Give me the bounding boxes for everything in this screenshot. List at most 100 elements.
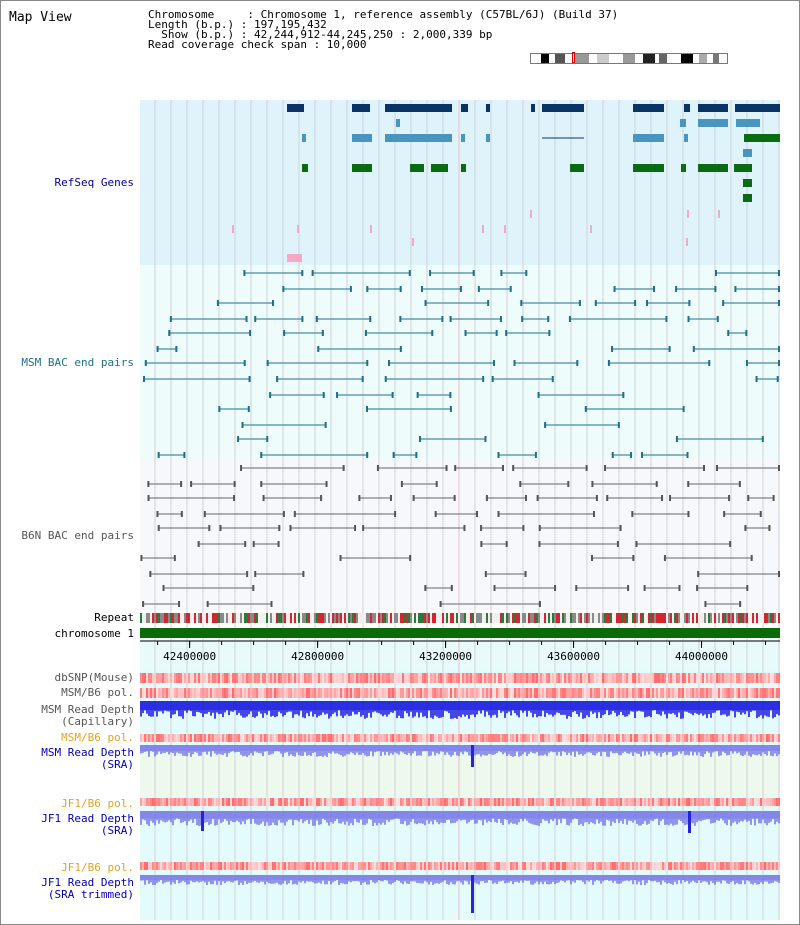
polymorphism-cell	[654, 798, 656, 806]
polymorphism-cell	[706, 798, 708, 806]
polymorphism-cell	[194, 798, 196, 806]
polymorphism-cell	[178, 862, 180, 870]
read-depth-bar	[422, 701, 424, 717]
read-depth-bar	[326, 875, 328, 885]
track-label-refseq[interactable]: RefSeq Genes	[54, 176, 134, 189]
read-depth-spike	[201, 811, 204, 831]
polymorphism-cell	[174, 862, 176, 870]
chromosome-ideogram[interactable]	[530, 52, 728, 64]
read-depth-bar	[148, 811, 150, 826]
polymorphism-cell	[216, 688, 218, 698]
polymorphism-cell	[272, 734, 274, 742]
read-depth-bar	[172, 811, 174, 826]
read-depth-bar	[150, 701, 152, 717]
track-label-dbsnp[interactable]: dbSNP(Mouse)	[54, 671, 134, 684]
read-depth-bar	[166, 701, 168, 712]
polymorphism-cell	[560, 862, 562, 870]
polymorphism-cell	[286, 673, 288, 683]
read-depth-bar	[240, 875, 242, 883]
track-label-jf1-pol[interactable]: JF1/B6 pol.	[61, 797, 134, 810]
ideogram-position-marker	[572, 52, 575, 63]
polymorphism-cell	[684, 862, 686, 870]
polymorphism-cell	[656, 798, 658, 806]
b6n-bac-end	[663, 555, 666, 561]
polymorphism-cell	[340, 673, 342, 683]
gene-feature-small	[687, 210, 689, 218]
repeat-element	[332, 613, 334, 623]
polymorphism-cell	[578, 673, 580, 683]
read-depth-bar	[376, 745, 378, 752]
polymorphism-cell	[542, 673, 544, 683]
polymorphism-cell	[272, 673, 274, 683]
chromosome-info-line: Chromosome : Chromosome 1, reference ass…	[148, 8, 619, 21]
read-depth-bar	[700, 875, 702, 883]
read-depth-bar	[568, 811, 570, 826]
polymorphism-cell	[640, 798, 642, 806]
track-label-msm-depth-sra[interactable]: MSM Read Depth	[41, 746, 134, 759]
read-depth-bar	[692, 875, 694, 881]
repeat-element	[382, 613, 384, 623]
polymorphism-cell	[382, 673, 384, 683]
read-depth-bar	[606, 875, 608, 881]
polymorphism-cell	[444, 688, 446, 698]
polymorphism-cell	[670, 673, 672, 683]
polymorphism-cell	[744, 798, 746, 806]
polymorphism-cell	[180, 734, 182, 742]
msm-bac-end	[301, 316, 304, 322]
read-depth-bar	[566, 745, 568, 756]
read-depth-bar	[626, 811, 628, 825]
read-depth-bar	[340, 701, 342, 716]
repeat-element	[358, 613, 360, 623]
read-depth-bar	[484, 811, 486, 820]
polymorphism-cell	[618, 798, 620, 806]
polymorphism-cell	[344, 734, 346, 742]
msm-bac-end	[755, 376, 758, 382]
repeat-element	[468, 613, 470, 623]
polymorphism-cell	[594, 862, 596, 870]
polymorphism-cell	[594, 734, 596, 742]
msm-bac-end	[525, 270, 528, 276]
polymorphism-cell	[766, 862, 768, 870]
polymorphism-cell	[366, 688, 368, 698]
track-label-repeat[interactable]: Repeat	[94, 611, 134, 624]
track-label-jf1-depth-sra[interactable]: JF1 Read Depth	[41, 812, 134, 825]
read-depth-bar	[292, 875, 294, 885]
polymorphism-cell	[658, 688, 660, 698]
track-label-jf1-pol-2[interactable]: JF1/B6 pol.	[61, 861, 134, 874]
read-depth-bar	[394, 701, 396, 711]
polymorphism-cell	[552, 862, 554, 870]
polymorphism-cell	[370, 673, 372, 683]
read-depth-bar	[498, 875, 500, 882]
read-depth-bar	[162, 811, 164, 822]
read-depth-bar	[272, 811, 274, 823]
read-depth-bar	[438, 745, 440, 755]
polymorphism-cell	[238, 673, 240, 683]
polymorphism-cell	[478, 862, 480, 870]
track-label-msm-depth-capillary[interactable]: MSM Read Depth	[41, 703, 134, 716]
track-label-b6n-bac[interactable]: B6N BAC end pairs	[21, 529, 134, 542]
read-depth-bar	[602, 701, 604, 716]
repeat-element	[616, 613, 618, 623]
track-label-chromosome[interactable]: chromosome 1	[54, 627, 134, 640]
read-depth-bar	[262, 811, 264, 822]
polymorphism-cell	[680, 862, 682, 870]
repeat-element	[414, 613, 416, 623]
polymorphism-cell	[196, 673, 198, 683]
read-depth-bar	[568, 745, 570, 753]
polymorphism-cell	[442, 862, 444, 870]
polymorphism-cell	[498, 734, 500, 742]
polymorphism-cell	[278, 734, 280, 742]
polymorphism-cell	[316, 734, 318, 742]
track-label-msm-bac[interactable]: MSM BAC end pairs	[21, 356, 134, 369]
track-label-msm-b6-pol[interactable]: MSM/B6 pol.	[61, 686, 134, 699]
polymorphism-cell	[720, 688, 722, 698]
track-label-msm-b6-pol-2[interactable]: MSM/B6 pol.	[61, 731, 134, 744]
msm-bac-end	[727, 330, 730, 336]
track-label-jf1-depth-trimmed[interactable]: JF1 Read Depth	[41, 876, 134, 889]
repeat-element	[722, 613, 724, 623]
read-depth-bar	[562, 701, 564, 715]
polymorphism-cell	[634, 673, 636, 683]
read-depth-bar	[682, 745, 684, 752]
read-depth-bar	[204, 701, 206, 714]
